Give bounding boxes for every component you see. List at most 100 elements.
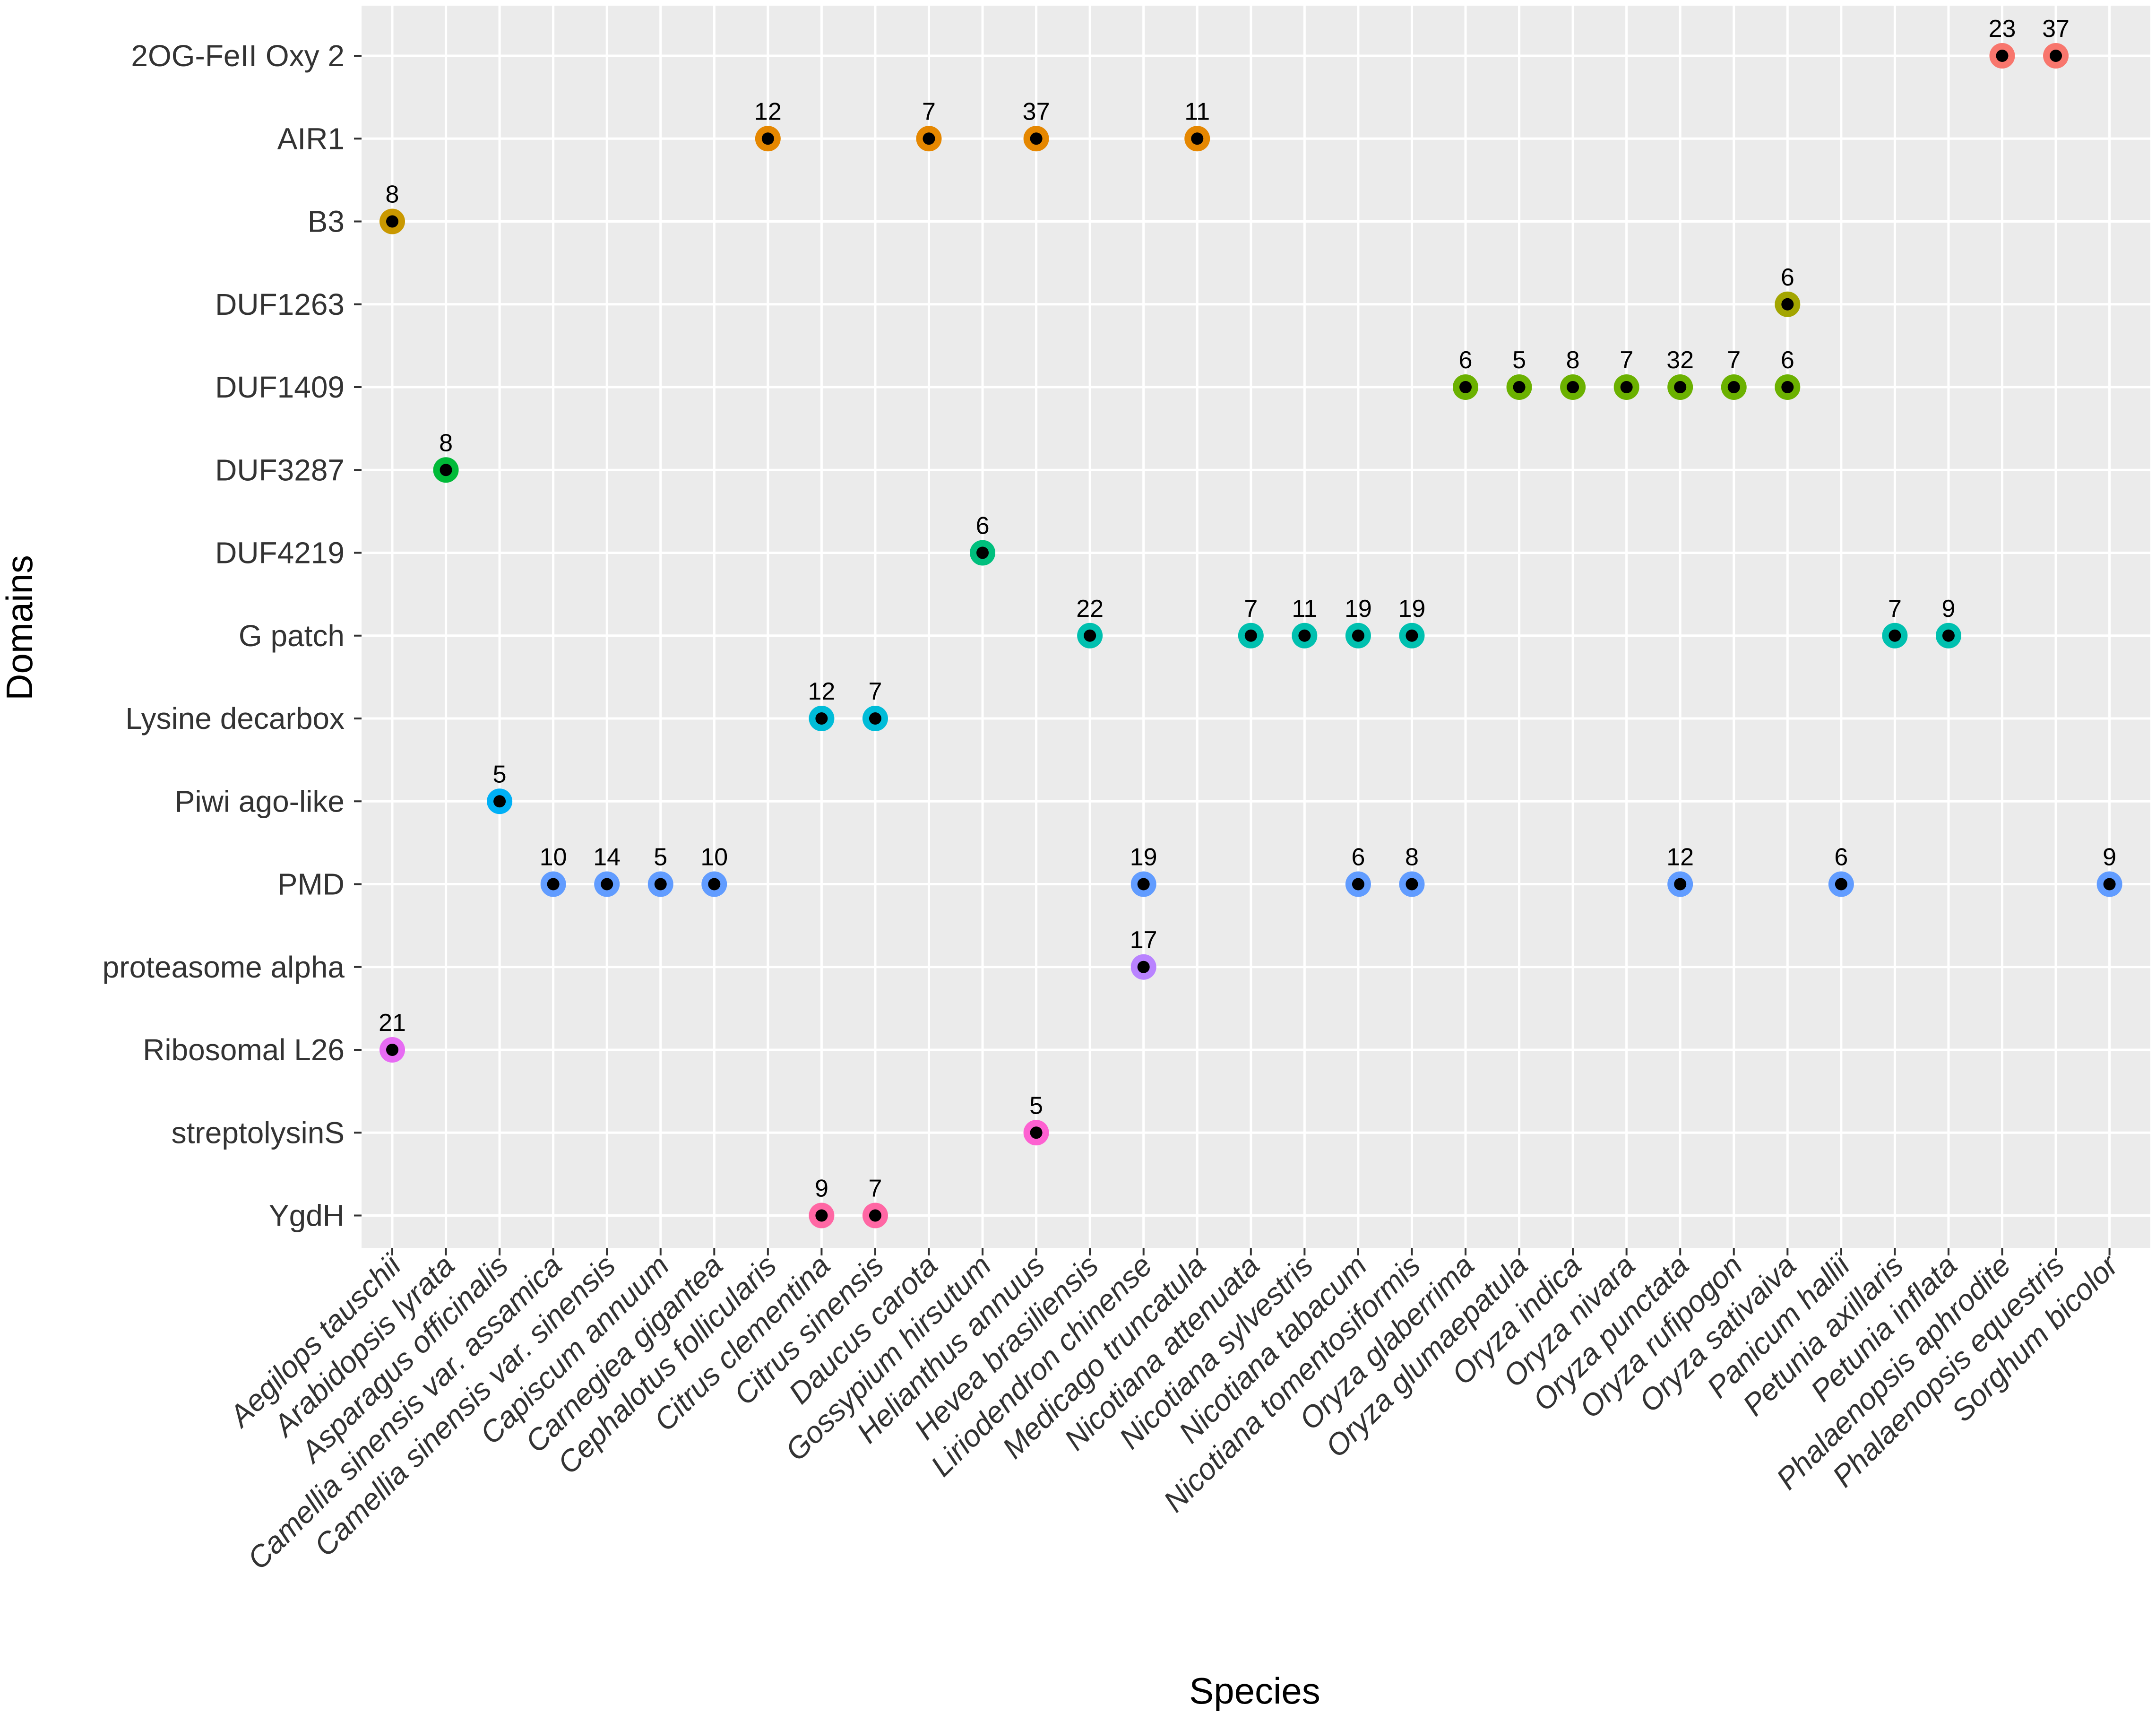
data-label-duf1409-oryza-sativaiva: 6 bbox=[1781, 346, 1794, 374]
data-label-pmd-oryza-punctata: 12 bbox=[1666, 844, 1694, 871]
data-label-ygdh-citrus-sinensis: 7 bbox=[868, 1175, 882, 1203]
y-axis: 2OG-FeII Oxy 2 AIR1 B3 DUF1263 DUF1409 DUF328… bbox=[103, 39, 362, 1233]
data-label-duf1409-oryza-indica: 8 bbox=[1566, 346, 1580, 374]
point-duf3287-arabidopsis-lyrata bbox=[433, 457, 459, 483]
point-duf1409-oryza-sativaiva bbox=[1775, 374, 1801, 400]
point-center bbox=[1835, 878, 1847, 891]
point-center bbox=[654, 878, 667, 891]
point-center bbox=[493, 795, 506, 808]
data-label-duf1263-oryza-sativaiva: 6 bbox=[1781, 264, 1794, 291]
y-axis-title: Domains bbox=[0, 555, 40, 701]
point-center bbox=[601, 878, 613, 891]
point-center bbox=[1889, 629, 1901, 642]
point-g-patch-nicotiana-attenuata bbox=[1238, 623, 1264, 649]
point-center bbox=[2103, 878, 2116, 891]
data-label-ygdh-citrus-clementina: 9 bbox=[815, 1175, 828, 1203]
point-center bbox=[1781, 298, 1794, 311]
point-center bbox=[2050, 50, 2062, 62]
point-duf1409-oryza-indica bbox=[1560, 374, 1586, 400]
point-center bbox=[1459, 381, 1472, 393]
point-center bbox=[1030, 1126, 1043, 1139]
data-label-air1-medicago-truncatula: 11 bbox=[1184, 98, 1210, 125]
point-duf1409-oryza-punctata bbox=[1667, 374, 1693, 400]
point-center bbox=[1727, 381, 1740, 393]
point-center bbox=[440, 464, 452, 476]
y-tick-label-air1: AIR1 bbox=[277, 121, 345, 156]
point-center bbox=[815, 712, 828, 725]
data-label-lysine-decarbox-citrus-sinensis: 7 bbox=[868, 678, 882, 705]
y-tick-label-duf3287: DUF3287 bbox=[215, 453, 345, 487]
point-center bbox=[386, 215, 398, 228]
point-duf4219-gossypium-hirsutum bbox=[970, 540, 996, 566]
point-pmd-camellia-sinensis-var-assamica bbox=[540, 871, 566, 897]
point-center bbox=[1137, 878, 1150, 891]
data-labels: 23 37 12 7 37 11 8 6 6 5 8 7 32 7 6 8 6 22 7 11 19 19 7 9 12 7 5 10… bbox=[379, 15, 2116, 1203]
y-tick-label-b3: B3 bbox=[308, 205, 345, 239]
data-label-g-patch-nicotiana-tomentosiformis: 19 bbox=[1398, 595, 1426, 623]
point-center bbox=[869, 1209, 881, 1222]
data-points bbox=[379, 43, 2122, 1229]
y-tick-label-duf1263: DUF1263 bbox=[215, 287, 345, 321]
point-pmd-liriodendron-chinense bbox=[1130, 871, 1156, 897]
point-ribosomal-l26-aegilops-tauschii bbox=[379, 1037, 405, 1063]
data-label-pmd-sorghum-bicolor: 9 bbox=[2103, 844, 2116, 871]
point-streptolysins-helianthus-annuus bbox=[1023, 1120, 1049, 1146]
point-center bbox=[1298, 629, 1311, 642]
data-label-pmd-capiscum-annuum: 5 bbox=[654, 844, 667, 871]
point-center bbox=[1942, 629, 1955, 642]
data-label-pmd-liriodendron-chinense: 19 bbox=[1130, 844, 1157, 871]
point-center bbox=[815, 1209, 828, 1222]
point-center bbox=[1620, 381, 1633, 393]
data-label-g-patch-nicotiana-attenuata: 7 bbox=[1244, 595, 1258, 623]
point-pmd-capiscum-annuum bbox=[647, 871, 673, 897]
point-g-patch-nicotiana-tabacum bbox=[1345, 623, 1371, 649]
y-tick-label-ribosomal-l26: Ribosomal L26 bbox=[143, 1033, 345, 1067]
point-piwi-ago-like-asparagus-officinalis bbox=[487, 788, 513, 814]
point-pmd-nicotiana-tomentosiformis bbox=[1399, 871, 1425, 897]
data-label-pmd-carnegiea-gigantea: 10 bbox=[700, 844, 728, 871]
point-center bbox=[1781, 381, 1794, 393]
data-label-air1-cephalotus-follicularis: 12 bbox=[754, 98, 782, 125]
point-center bbox=[869, 712, 881, 725]
point-center bbox=[1084, 629, 1096, 642]
point-duf1409-oryza-glumaepatula bbox=[1506, 374, 1532, 400]
data-label-pmd-panicum-hallii: 6 bbox=[1834, 844, 1848, 871]
data-label-g-patch-hevea-brasiliensis: 22 bbox=[1076, 595, 1104, 623]
data-label-g-patch-petunia-inflata: 9 bbox=[1941, 595, 1955, 623]
point-center bbox=[1352, 878, 1364, 891]
y-tick-label-duf4219: DUF4219 bbox=[215, 536, 345, 570]
data-label-g-patch-nicotiana-tabacum: 19 bbox=[1345, 595, 1372, 623]
point-center bbox=[708, 878, 721, 891]
point-center bbox=[386, 1044, 398, 1056]
y-tick-label-2og-feii-oxy-2: 2OG-FeII Oxy 2 bbox=[131, 39, 345, 73]
point-2og-feii-oxy-2-phalaenopsis-aphrodite bbox=[1989, 43, 2015, 69]
point-g-patch-nicotiana-sylvestris bbox=[1292, 623, 1318, 649]
data-label-pmd-nicotiana-tomentosiformis: 8 bbox=[1405, 844, 1419, 871]
data-label-duf4219-gossypium-hirsutum: 6 bbox=[976, 512, 990, 540]
data-label-g-patch-petunia-axillaris: 7 bbox=[1888, 595, 1902, 623]
point-g-patch-petunia-inflata bbox=[1935, 623, 1961, 649]
y-tick-label-piwi-ago-like: Piwi ago-like bbox=[175, 784, 345, 818]
point-center bbox=[1674, 878, 1687, 891]
point-pmd-sorghum-bicolor bbox=[2096, 871, 2122, 897]
point-duf1409-oryza-rufipogon bbox=[1721, 374, 1747, 400]
data-label-2og-feii-oxy-2-phalaenopsis-aphrodite: 23 bbox=[1989, 15, 2016, 43]
y-tick-label-streptolysins: streptolysinS bbox=[172, 1116, 345, 1150]
point-duf1409-oryza-glaberrima bbox=[1453, 374, 1478, 400]
point-proteasome-alpha-liriodendron-chinense bbox=[1130, 954, 1156, 980]
point-center bbox=[976, 546, 989, 559]
data-label-air1-helianthus-annuus: 37 bbox=[1023, 98, 1050, 125]
y-tick-label-g-patch: G patch bbox=[239, 619, 345, 653]
point-center bbox=[547, 878, 560, 891]
point-center bbox=[1137, 960, 1150, 973]
data-label-pmd-camellia-sinensis-var-sinensis: 14 bbox=[593, 844, 621, 871]
point-pmd-oryza-punctata bbox=[1667, 871, 1693, 897]
point-air1-helianthus-annuus bbox=[1023, 126, 1049, 152]
point-pmd-nicotiana-tabacum bbox=[1345, 871, 1371, 897]
data-label-piwi-ago-like-asparagus-officinalis: 5 bbox=[493, 761, 507, 788]
point-b3-aegilops-tauschii bbox=[379, 208, 405, 234]
point-air1-daucus-carota bbox=[916, 126, 942, 152]
point-2og-feii-oxy-2-phalaenopsis-equestris bbox=[2043, 43, 2069, 69]
y-tick-label-lysine-decarbox: Lysine decarbox bbox=[125, 701, 345, 735]
